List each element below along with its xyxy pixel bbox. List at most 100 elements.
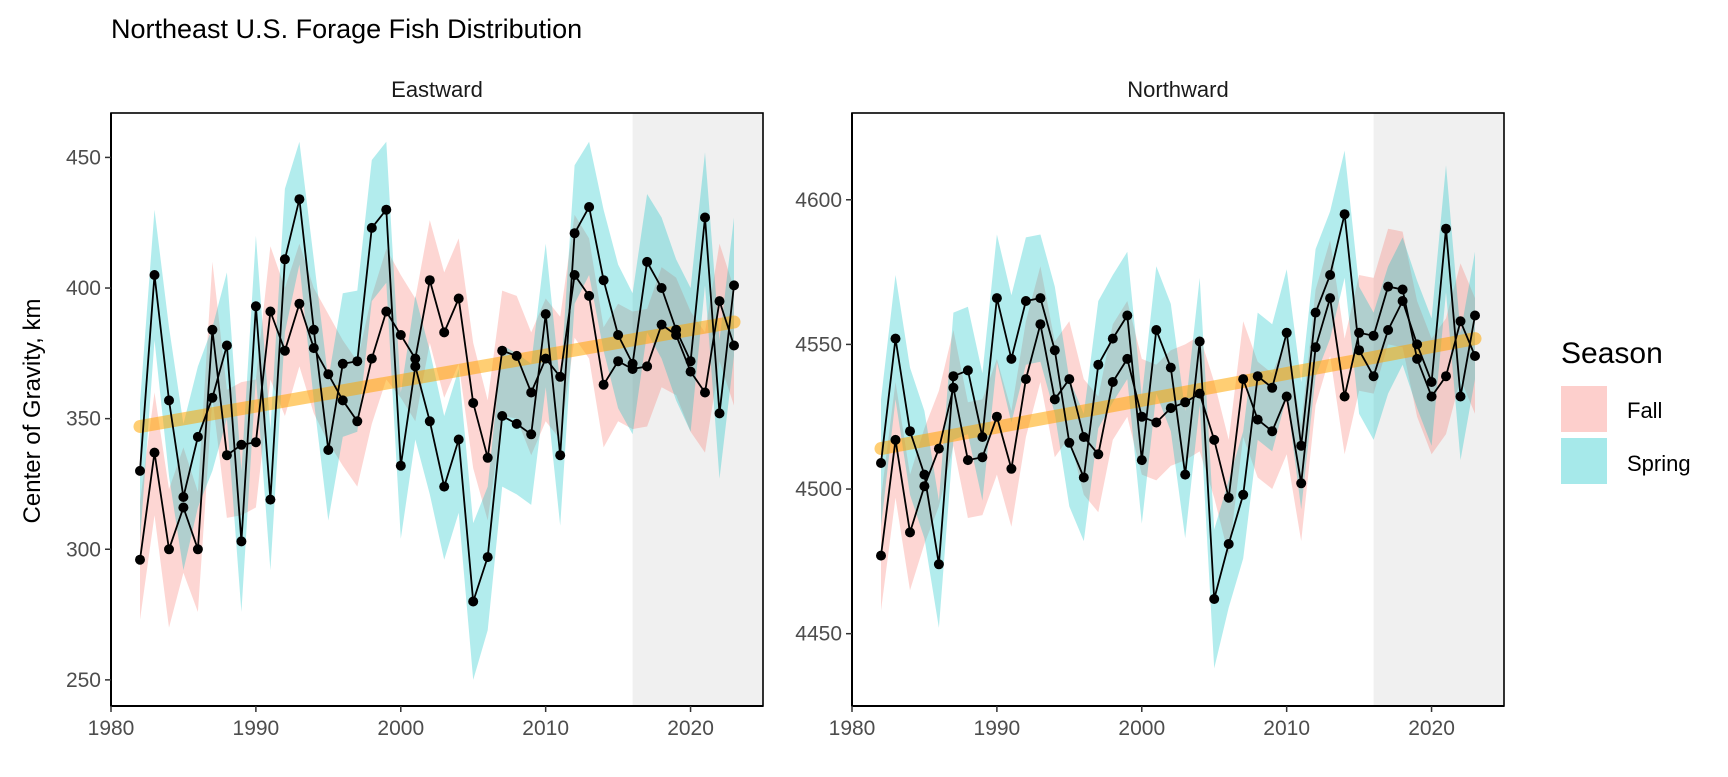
data-point-spring (1020, 296, 1031, 306)
data-point-fall (1223, 492, 1234, 503)
data-point-spring (1035, 293, 1046, 304)
data-point-spring (352, 356, 363, 367)
legend-key-fall (1561, 386, 1607, 432)
data-point-fall (729, 340, 739, 351)
data-point-spring (294, 194, 305, 205)
data-point-fall (613, 356, 624, 367)
data-point-fall (207, 324, 218, 335)
data-point-spring (1412, 339, 1423, 350)
data-point-fall (164, 544, 174, 555)
data-point-spring (1441, 223, 1451, 234)
data-point-fall (279, 345, 290, 356)
y-tick-label: 250 (66, 669, 101, 692)
data-point-fall (250, 437, 261, 448)
data-point-fall (919, 481, 930, 492)
data-point-spring (1455, 391, 1466, 402)
data-point-spring (135, 465, 145, 476)
data-point-fall (1035, 319, 1046, 330)
y-tick-label: 450 (66, 146, 101, 169)
data-point-spring (1209, 594, 1220, 604)
data-point-fall (1383, 281, 1394, 292)
data-point-spring (1238, 489, 1249, 500)
data-point-spring (1325, 270, 1336, 280)
data-point-fall (192, 544, 203, 555)
data-point-fall (265, 306, 276, 317)
data-point-spring (1151, 325, 1162, 335)
plot-area-eastward (133, 113, 763, 706)
data-point-spring (381, 204, 392, 215)
data-point-fall (1252, 414, 1263, 425)
data-point-spring (1310, 307, 1321, 318)
data-point-fall (381, 306, 392, 317)
data-point-spring (656, 283, 667, 293)
shaded-region (1373, 113, 1504, 706)
data-point-fall (323, 369, 334, 380)
data-point-fall (700, 387, 710, 398)
data-point-fall (584, 290, 595, 301)
data-point-fall (555, 371, 566, 382)
data-point-spring (890, 333, 901, 344)
data-point-fall (453, 293, 464, 304)
data-point-spring (265, 494, 276, 505)
legend-label-fall: Fall (1627, 398, 1662, 423)
ribbon-spring (881, 150, 1475, 669)
data-point-spring (511, 418, 522, 429)
data-point-spring (714, 408, 725, 419)
data-point-spring (1223, 539, 1234, 549)
series-line-spring (139, 198, 735, 602)
data-point-fall (1093, 449, 1104, 460)
data-point-fall (482, 452, 493, 463)
data-point-spring (977, 432, 988, 442)
data-point-spring (555, 450, 566, 461)
data-point-spring (584, 202, 595, 212)
data-point-spring (948, 371, 959, 382)
data-point-spring (991, 293, 1002, 304)
data-point-spring (700, 212, 710, 223)
data-point-spring (642, 256, 653, 267)
data-point-spring (1470, 310, 1480, 321)
data-point-fall (1325, 293, 1336, 304)
y-tick-label: 400 (66, 277, 101, 300)
data-point-spring (613, 330, 624, 340)
data-point-spring (933, 559, 944, 570)
data-point-fall (497, 345, 508, 356)
data-point-fall (1049, 394, 1060, 405)
data-point-spring (482, 552, 493, 563)
x-tick-label: 1980 (88, 717, 135, 740)
data-point-fall (1426, 391, 1437, 402)
data-point-spring (1368, 371, 1379, 382)
panel-border (851, 112, 1505, 707)
data-point-fall (1238, 374, 1249, 385)
data-point-spring (1397, 296, 1408, 306)
data-point-spring (729, 280, 739, 291)
data-point-fall (468, 398, 479, 408)
data-point-spring (1281, 327, 1292, 338)
data-point-fall (1412, 353, 1423, 364)
y-axis-label: Center of Gravity, km (19, 299, 46, 524)
data-point-fall (1006, 463, 1017, 474)
data-point-fall (1136, 411, 1147, 422)
legend-title: Season (1561, 337, 1663, 370)
data-point-fall (642, 361, 653, 372)
data-point-fall (1151, 417, 1162, 428)
x-tick-label: 2000 (377, 717, 424, 740)
y-tick-label: 300 (66, 538, 101, 561)
data-point-spring (1064, 437, 1075, 448)
data-point-fall (366, 353, 377, 364)
data-point-fall (977, 452, 988, 463)
data-point-spring (685, 356, 696, 367)
data-point-spring (1078, 472, 1089, 483)
data-point-spring (453, 434, 464, 445)
data-point-fall (294, 298, 305, 309)
y-tick-label: 4450 (795, 623, 842, 646)
data-point-spring (337, 358, 348, 369)
data-point-spring (1136, 455, 1147, 466)
legend-label-spring: Spring (1627, 451, 1691, 476)
data-point-fall (598, 379, 609, 390)
data-point-spring (627, 358, 638, 369)
ribbon-spring (140, 141, 734, 680)
data-point-fall (1064, 374, 1075, 385)
data-point-spring (149, 270, 160, 280)
data-point-fall (1296, 478, 1307, 489)
data-point-fall (656, 319, 667, 330)
